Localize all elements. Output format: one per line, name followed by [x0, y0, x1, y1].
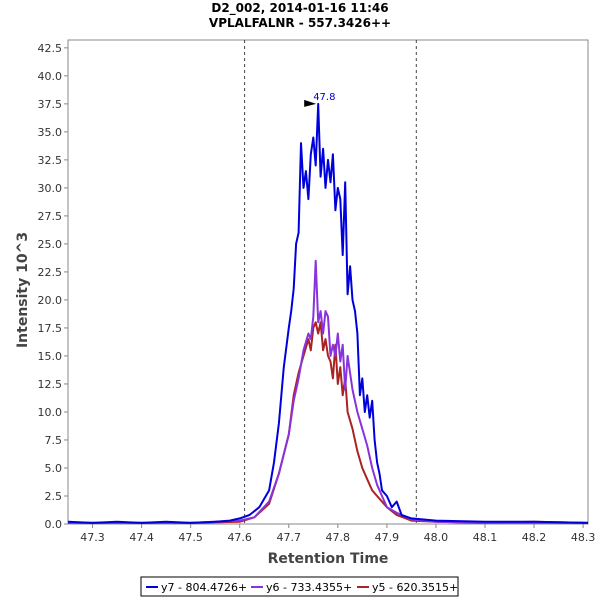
y-tick-label: 35.0: [38, 126, 63, 139]
x-tick-label: 47.9: [375, 531, 400, 544]
y-tick-label: 30.0: [38, 182, 63, 195]
legend-label-y6: y6 - 733.4355+: [266, 581, 352, 594]
y-tick-label: 40.0: [38, 70, 63, 83]
legend-box: [140, 576, 459, 597]
series-line-y6: [68, 259, 588, 524]
y-tick-label: 27.5: [38, 210, 63, 223]
y-axis-label: Intensity 10^3: [15, 232, 31, 348]
y-tick-label: 42.5: [38, 42, 63, 55]
y-tick-label: 15.0: [38, 350, 63, 363]
x-axis-label: Retention Time: [268, 551, 389, 567]
y-tick-label: 20.0: [38, 294, 63, 307]
chart-subtitle: VPLALFALNR - 557.3426++: [209, 16, 391, 30]
legend: y7 - 804.4726+ y6 - 733.4355+ y5 - 620.3…: [140, 576, 459, 597]
x-tick-label: 48.3: [571, 531, 596, 544]
peak-marker-icon: [304, 99, 317, 107]
y-tick-label: 12.5: [38, 378, 63, 391]
y-tick-label: 0.0: [45, 518, 63, 531]
series-line-y7: [67, 102, 589, 524]
x-tick-label: 48.2: [522, 531, 547, 544]
y-tick-label: 25.0: [38, 238, 63, 251]
peak-annotation-label: 47.8: [313, 92, 335, 103]
y-tick-label: 37.5: [38, 98, 63, 111]
x-tick-label: 47.6: [227, 531, 252, 544]
y-tick-label: 10.0: [38, 406, 63, 419]
y-tick-label: 5.0: [45, 462, 63, 475]
plot-area: [67, 39, 589, 525]
y-tick-label: 17.5: [38, 322, 63, 335]
y-tick-label: 32.5: [38, 154, 63, 167]
x-tick-label: 47.3: [80, 531, 105, 544]
x-tick-label: 47.4: [129, 531, 154, 544]
y-tick-label: 22.5: [38, 266, 63, 279]
y-tick-label: 7.5: [45, 434, 63, 447]
x-tick-label: 47.7: [277, 531, 302, 544]
x-tick-label: 48.0: [424, 531, 449, 544]
legend-label-y7: y7 - 804.4726+: [161, 581, 247, 594]
x-tick-label: 48.1: [473, 531, 498, 544]
y-tick-label: 2.5: [45, 490, 63, 503]
chart-title: D2_002, 2014-01-16 11:46: [211, 1, 388, 16]
x-tick-label: 47.5: [178, 531, 203, 544]
x-tick-label: 47.8: [326, 531, 351, 544]
legend-label-y5: y5 - 620.3515+: [372, 581, 458, 594]
